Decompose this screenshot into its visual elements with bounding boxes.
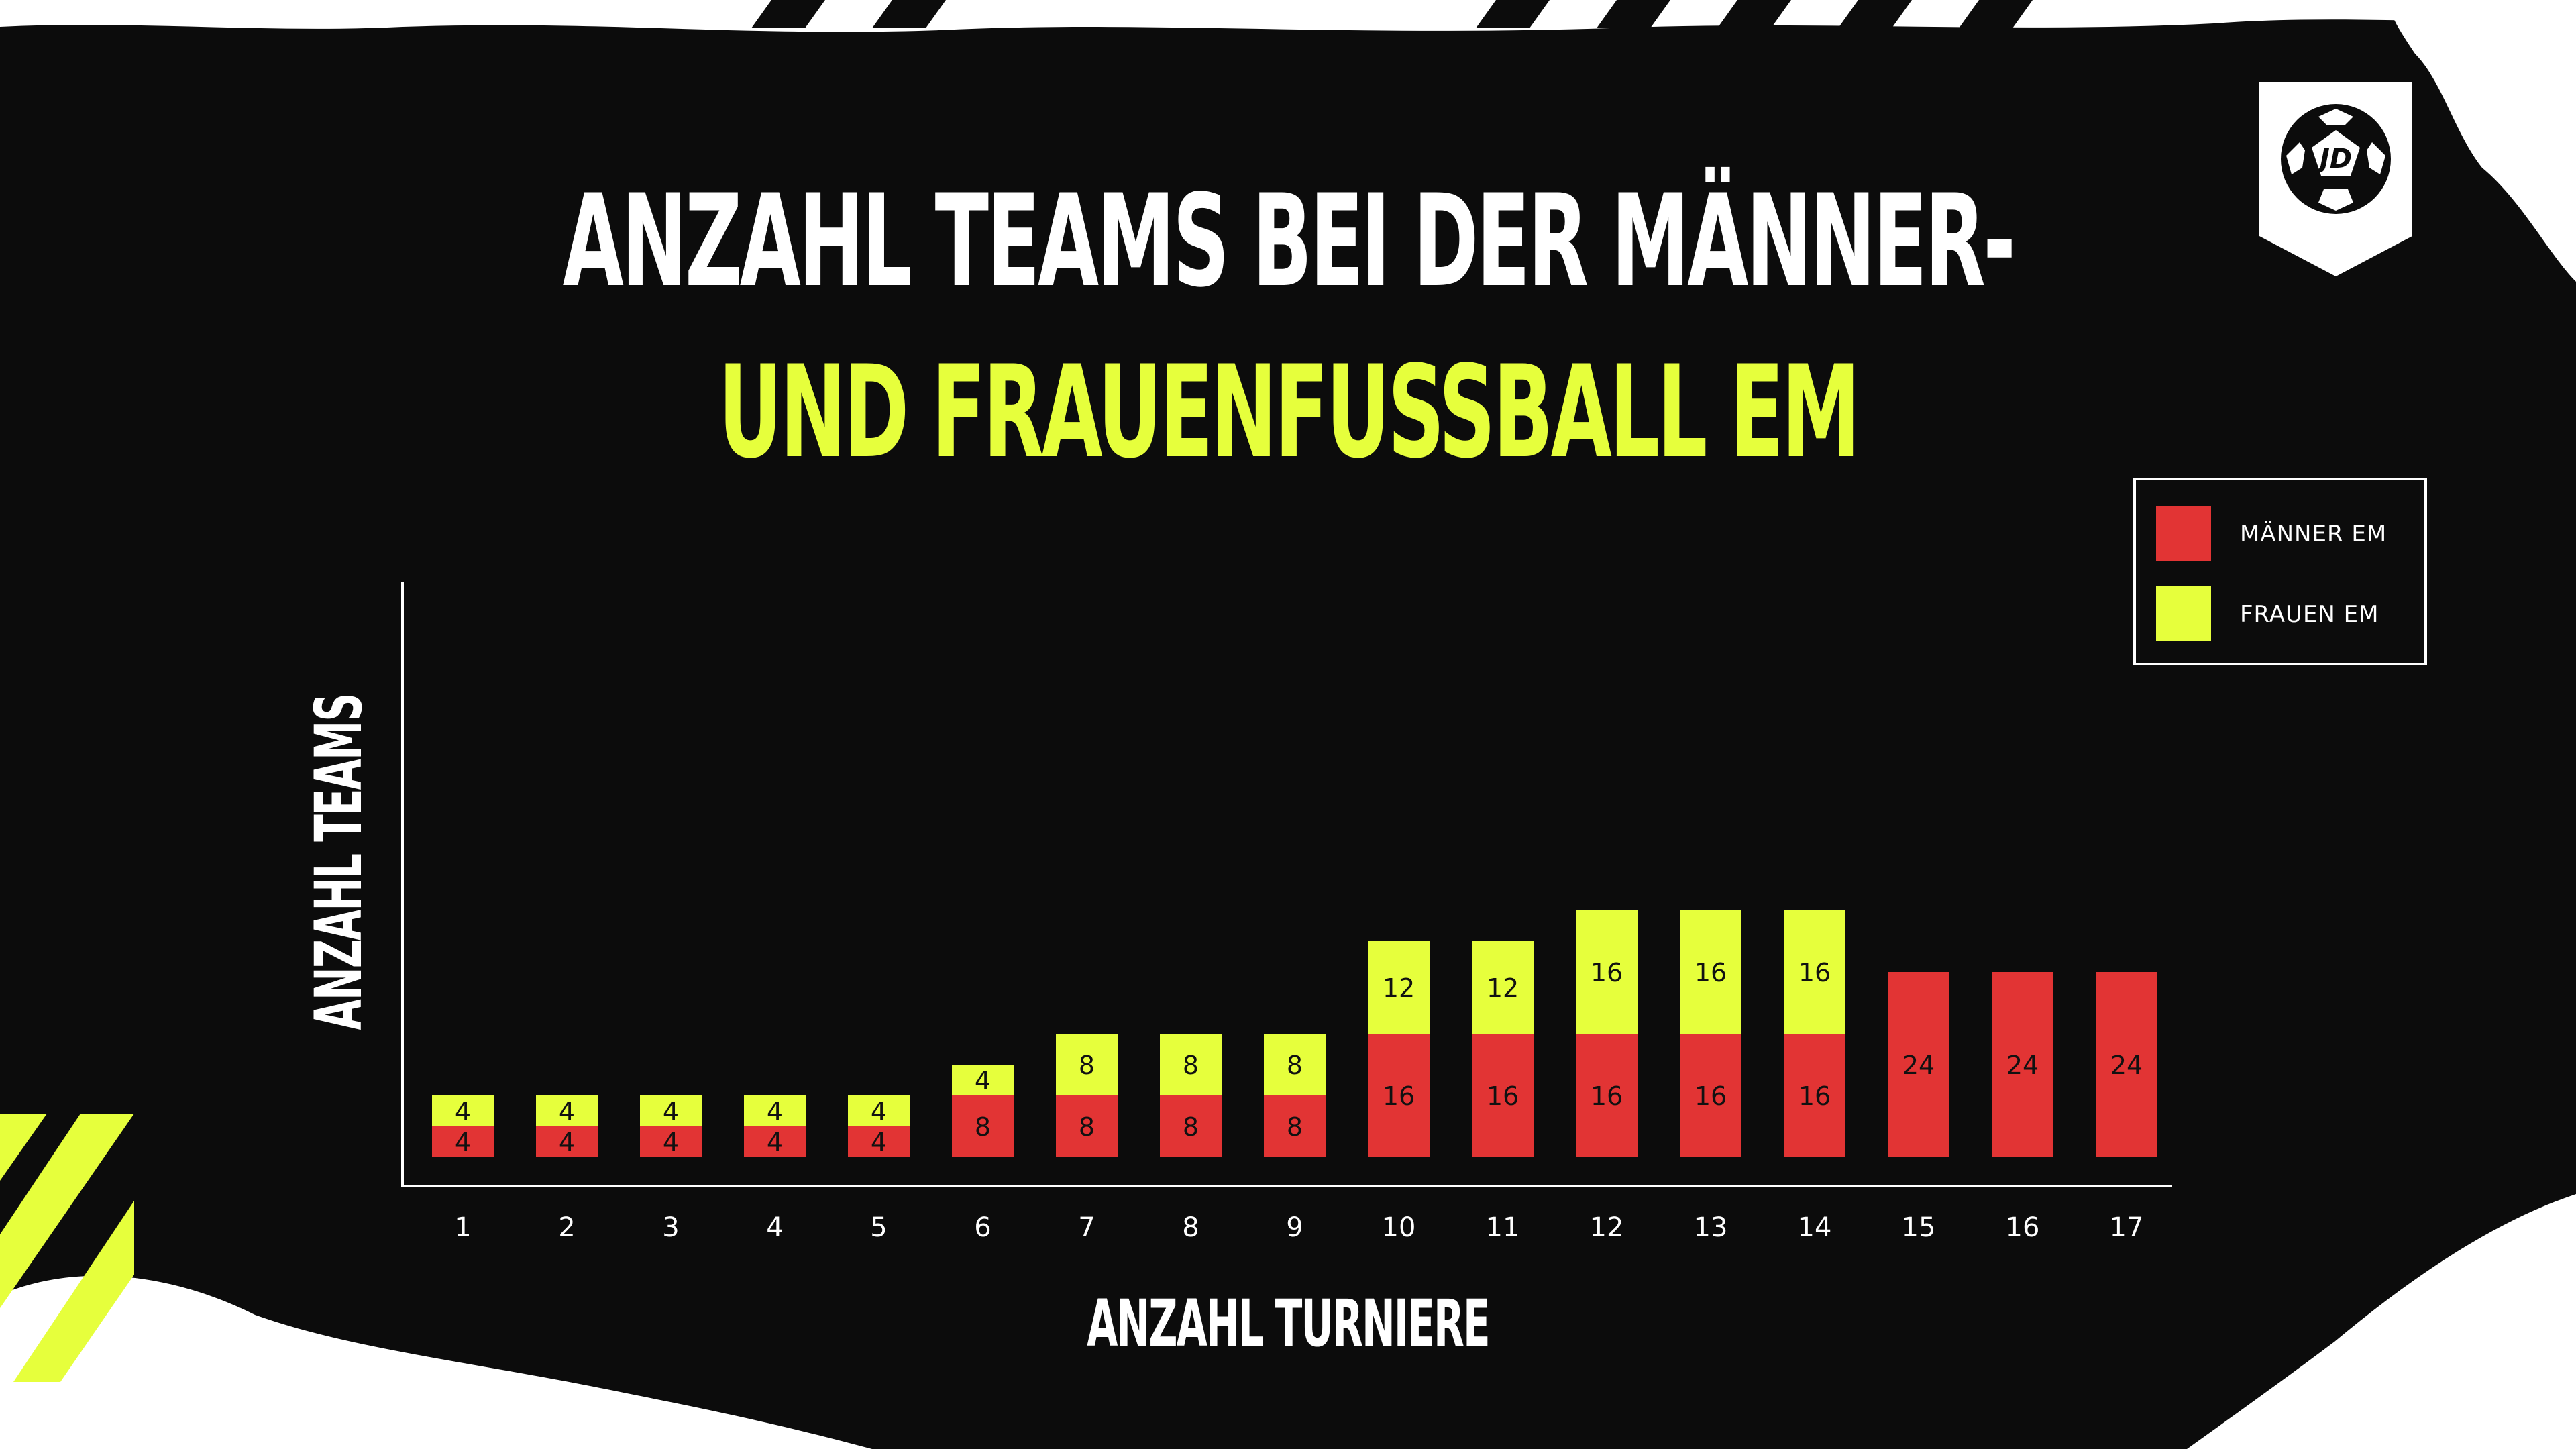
logo-text: JD [2315,144,2352,174]
x-tick-label-14: 14 [1798,1212,1832,1243]
data-label-maenner-3: 4 [663,1128,679,1157]
data-label-maenner-5: 4 [871,1128,887,1157]
data-label-maenner-7: 8 [1079,1112,1095,1142]
bar-frauen-13 [1680,910,1741,1034]
bar-frauen-1 [432,1095,494,1126]
legend-swatch-maenner [2156,506,2211,561]
data-label-frauen-5: 4 [871,1097,887,1126]
data-label-frauen-13: 16 [1695,958,1727,987]
data-label-maenner-15: 24 [1902,1051,1935,1080]
bar-frauen-4 [744,1095,806,1126]
x-tick-label-7: 7 [1078,1212,1095,1243]
x-tick-label-15: 15 [1902,1212,1936,1243]
bar-maenner-14 [1784,1034,1845,1157]
bar-maenner-8 [1160,1095,1222,1157]
bar-maenner-16 [1992,972,2053,1157]
data-label-frauen-3: 4 [663,1097,679,1126]
jd-logo: JD [2259,82,2412,276]
bar-frauen-10 [1368,941,1430,1034]
data-label-frauen-7: 8 [1079,1051,1095,1080]
y-axis-title: ANZAHL TEAMS [301,694,376,1030]
bar-frauen-5 [848,1095,910,1126]
x-tick-label-10: 10 [1382,1212,1416,1243]
data-label-maenner-8: 8 [1183,1112,1199,1142]
data-label-maenner-4: 4 [767,1128,783,1157]
legend-label-maenner: MÄNNER EM [2240,521,2387,547]
x-tick-label-16: 16 [2006,1212,2040,1243]
data-label-frauen-9: 8 [1287,1051,1303,1080]
bar-frauen-11 [1472,941,1534,1034]
bar-frauen-12 [1576,910,1638,1034]
title-line-1: ANZAHL TEAMS BEI DER MÄNNER- [562,167,2016,315]
bar-frauen-6 [952,1065,1014,1095]
top-torn-paper [0,0,2576,32]
legend-label-frauen: FRAUEN EM [2240,601,2379,628]
bar-maenner-5 [848,1126,910,1157]
x-tick-label-6: 6 [974,1212,991,1243]
bar-frauen-8 [1160,1034,1222,1095]
legend: MÄNNER EM FRAUEN EM [2133,478,2427,665]
top-right-splash [2388,0,2576,282]
bar-maenner-12 [1576,1034,1638,1157]
bar-frauen-14 [1784,910,1845,1034]
bar-maenner-13 [1680,1034,1741,1157]
data-label-maenner-10: 16 [1383,1081,1415,1111]
bar-maenner-4 [744,1126,806,1157]
x-tick-label-2: 2 [558,1212,575,1243]
bar-maenner-7 [1056,1095,1118,1157]
bar-maenner-10 [1368,1034,1430,1157]
bar-frauen-9 [1264,1034,1326,1095]
jd-football-logo-icon [2281,104,2391,214]
data-label-frauen-14: 16 [1799,958,1831,987]
x-tick-label-17: 17 [2110,1212,2144,1243]
left-hazard-stripes [0,1114,134,1382]
bar-maenner-17 [2096,972,2157,1157]
title-line-2: UND FRAUENFUSSBALL EM [718,338,1860,486]
bar-maenner-1 [432,1126,494,1157]
bar-maenner-3 [640,1126,702,1157]
bottom-left-torn-paper [0,1275,872,1449]
top-hazard-stripes [751,0,2033,28]
bar-frauen-2 [536,1095,598,1126]
data-label-maenner-6: 8 [975,1112,991,1142]
bar-maenner-9 [1264,1095,1326,1157]
bottom-right-torn-paper [2187,1194,2576,1449]
bar-maenner-6 [952,1095,1014,1157]
data-label-frauen-11: 12 [1487,973,1519,1003]
data-label-frauen-6: 4 [975,1066,991,1095]
data-label-maenner-16: 24 [2006,1051,2039,1080]
x-axis-title: ANZAHL TURNIERE [1087,1286,1490,1361]
bar-maenner-11 [1472,1034,1534,1157]
x-tick-label-4: 4 [766,1212,783,1243]
data-label-maenner-13: 16 [1695,1081,1727,1111]
x-tick-label-12: 12 [1590,1212,1624,1243]
data-label-frauen-10: 12 [1383,973,1415,1003]
x-tick-label-13: 13 [1694,1212,1728,1243]
bar-frauen-7 [1056,1034,1118,1095]
x-tick-label-11: 11 [1486,1212,1520,1243]
data-label-frauen-2: 4 [559,1097,575,1126]
data-label-frauen-8: 8 [1183,1051,1199,1080]
data-label-maenner-9: 8 [1287,1112,1303,1142]
data-label-maenner-12: 16 [1591,1081,1623,1111]
bar-maenner-15 [1888,972,1949,1157]
bar-frauen-3 [640,1095,702,1126]
data-label-frauen-4: 4 [767,1097,783,1126]
x-tick-label-3: 3 [662,1212,679,1243]
x-tick-label-5: 5 [870,1212,887,1243]
data-label-frauen-1: 4 [455,1097,471,1126]
data-label-maenner-11: 16 [1487,1081,1519,1111]
data-label-maenner-14: 16 [1799,1081,1831,1111]
data-label-maenner-17: 24 [2110,1051,2143,1080]
legend-swatch-frauen [2156,586,2211,641]
x-tick-label-9: 9 [1286,1212,1303,1243]
bar-maenner-2 [536,1126,598,1157]
data-label-frauen-12: 16 [1591,958,1623,987]
data-label-maenner-2: 4 [559,1128,575,1157]
x-tick-label-1: 1 [454,1212,471,1243]
data-label-maenner-1: 4 [455,1128,471,1157]
x-tick-label-8: 8 [1182,1212,1199,1243]
